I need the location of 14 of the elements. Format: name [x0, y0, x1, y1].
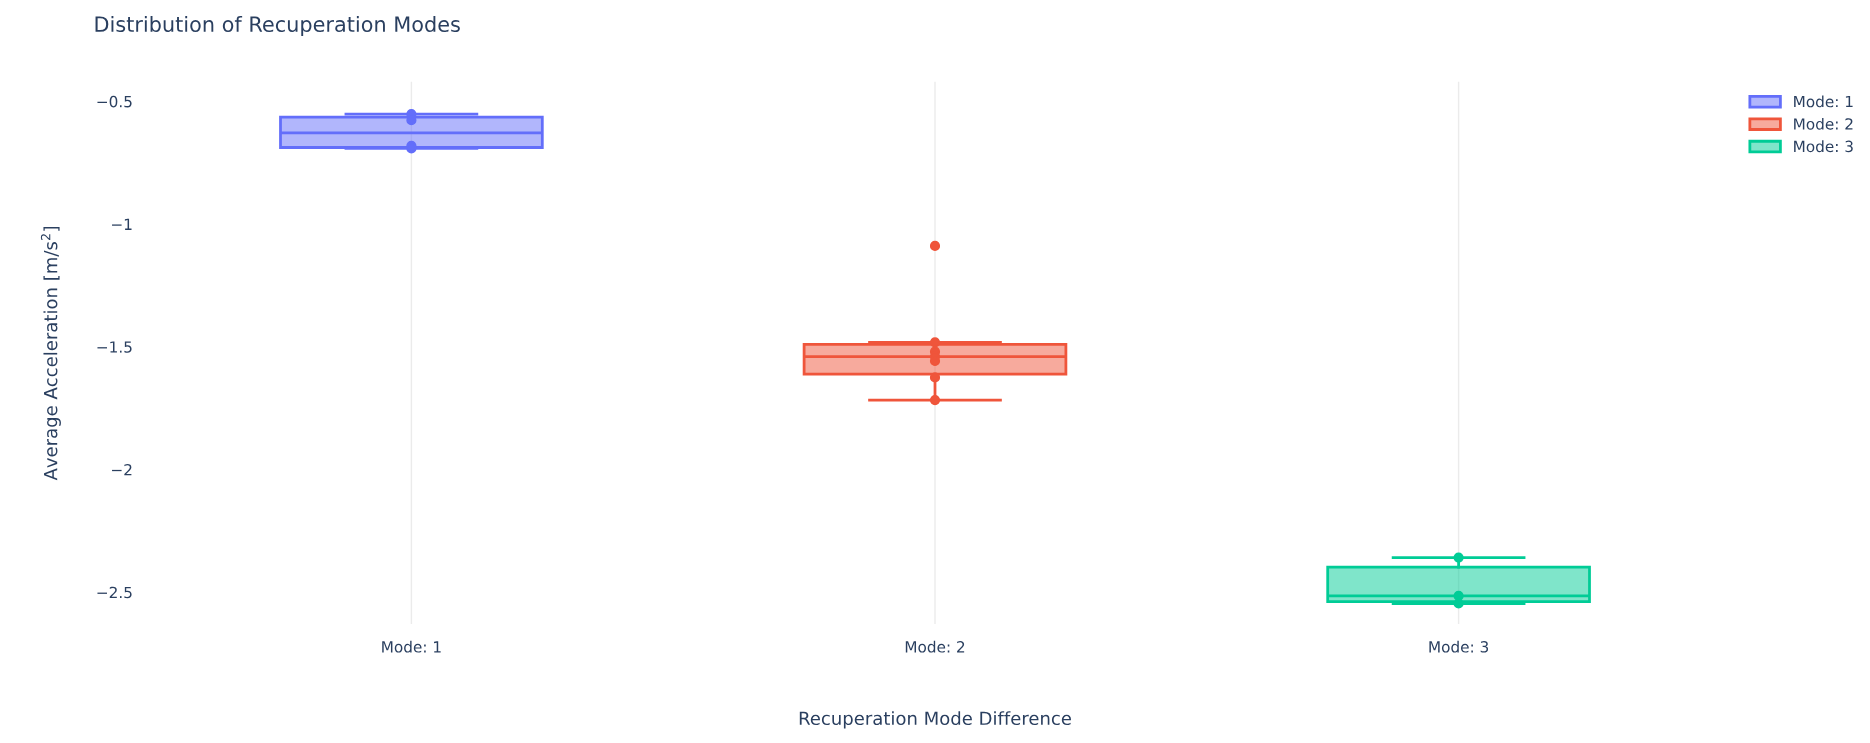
- legend-label: Mode: 2: [1794, 117, 1853, 130]
- y-tick-label: −2: [112, 463, 132, 476]
- x-axis-title: Recuperation Mode Difference: [799, 711, 1071, 729]
- x-tick-label: Mode: 3: [1429, 640, 1489, 653]
- y-axis-title: Average Acceleration [m/s$^{2}$]: [40, 226, 61, 481]
- y-tick-label: −1: [112, 218, 132, 230]
- x-tick-label: Mode: 2: [905, 640, 965, 653]
- y-tick-label: −2.5: [97, 586, 132, 599]
- legend-label: Mode: 3: [1794, 140, 1853, 153]
- legend-label: Mode: 1: [1794, 95, 1853, 108]
- y-tick-label: −0.5: [97, 95, 132, 108]
- x-tick-label: Mode: 1: [382, 640, 441, 653]
- chart-title: Distribution of Recuperation Modes: [95, 15, 460, 37]
- y-tick-label: −1.5: [97, 341, 132, 353]
